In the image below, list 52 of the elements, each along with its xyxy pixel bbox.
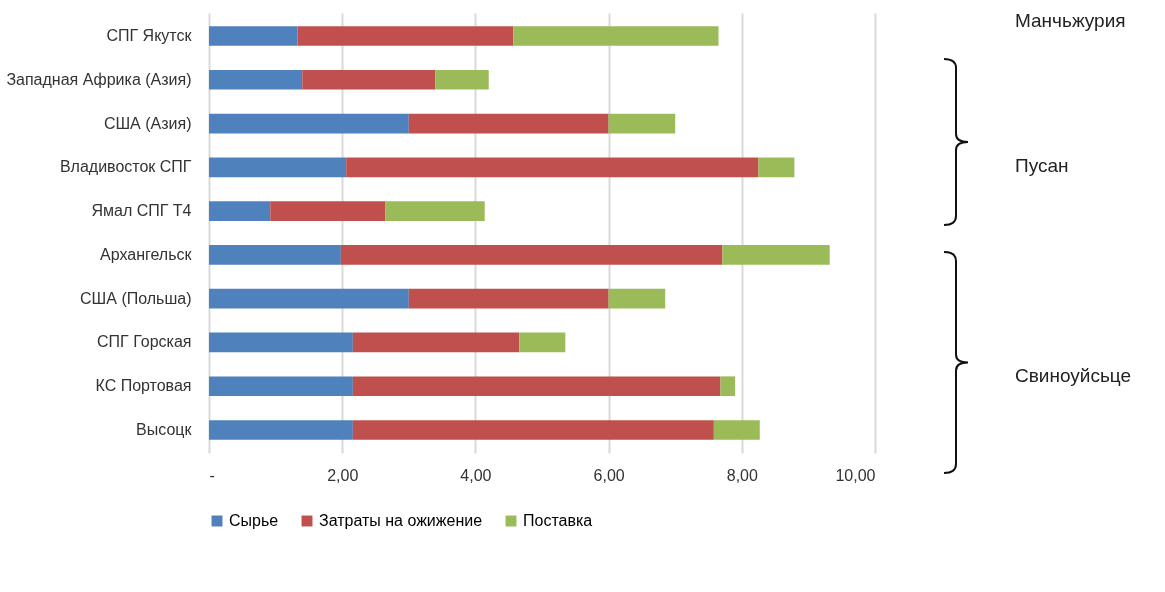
bar	[720, 376, 736, 397]
x-tick-label: 4,00	[460, 466, 492, 484]
bar	[352, 332, 520, 353]
bar	[209, 113, 409, 134]
x-tick-label: 2,00	[327, 466, 359, 484]
bar	[209, 69, 303, 90]
bar	[209, 245, 341, 265]
legend-label: Поставка	[523, 512, 593, 529]
bar	[352, 376, 721, 397]
bar	[408, 288, 609, 309]
legend-label: Сырье	[229, 512, 279, 529]
y-tick-label: Владивосток СПГ	[59, 158, 192, 176]
bar	[209, 157, 347, 178]
y-tick-label: Архангельск	[100, 245, 193, 263]
bar	[302, 69, 436, 90]
y-tick-label: Ямал СПГ Т4	[91, 202, 192, 220]
bar	[352, 420, 714, 440]
x-tick-label: 10,00	[835, 466, 876, 484]
text: Пусан	[1015, 155, 1069, 177]
bar	[340, 245, 723, 265]
x-tick-label: 8,00	[726, 466, 758, 484]
y-tick-label: СПГ Якутск	[106, 26, 193, 44]
bar	[722, 245, 830, 265]
legend-label: Затраты на ожижение	[319, 512, 483, 529]
y-tick-label: Западная Африка (Азия)	[6, 70, 192, 88]
bar	[758, 157, 795, 178]
bar	[209, 376, 353, 397]
bar	[297, 26, 514, 46]
text: Свиноуйсьце	[1015, 365, 1132, 387]
bar	[435, 69, 489, 90]
x-tick-label: 6,00	[593, 466, 625, 484]
y-tick-label: США (Польша)	[80, 289, 192, 307]
bar	[209, 26, 298, 46]
bar	[608, 288, 666, 309]
bar	[270, 201, 386, 221]
x-tick-label: -	[209, 466, 215, 484]
bar	[209, 332, 353, 353]
y-tick-label: США (Азия)	[103, 114, 192, 132]
bar	[346, 157, 759, 178]
text: Манчьжурия	[1015, 10, 1126, 32]
bar	[608, 113, 676, 134]
bar	[713, 420, 760, 440]
bar	[209, 420, 353, 440]
bar	[408, 113, 609, 134]
y-tick-label: Высоцк	[136, 421, 193, 439]
bar	[513, 26, 719, 46]
bar	[209, 288, 409, 309]
bar	[209, 201, 271, 221]
y-tick-label: КС Портовая	[95, 377, 192, 395]
y-tick-label: СПГ Горская	[97, 333, 192, 351]
bar	[385, 201, 485, 221]
bar	[519, 332, 566, 353]
